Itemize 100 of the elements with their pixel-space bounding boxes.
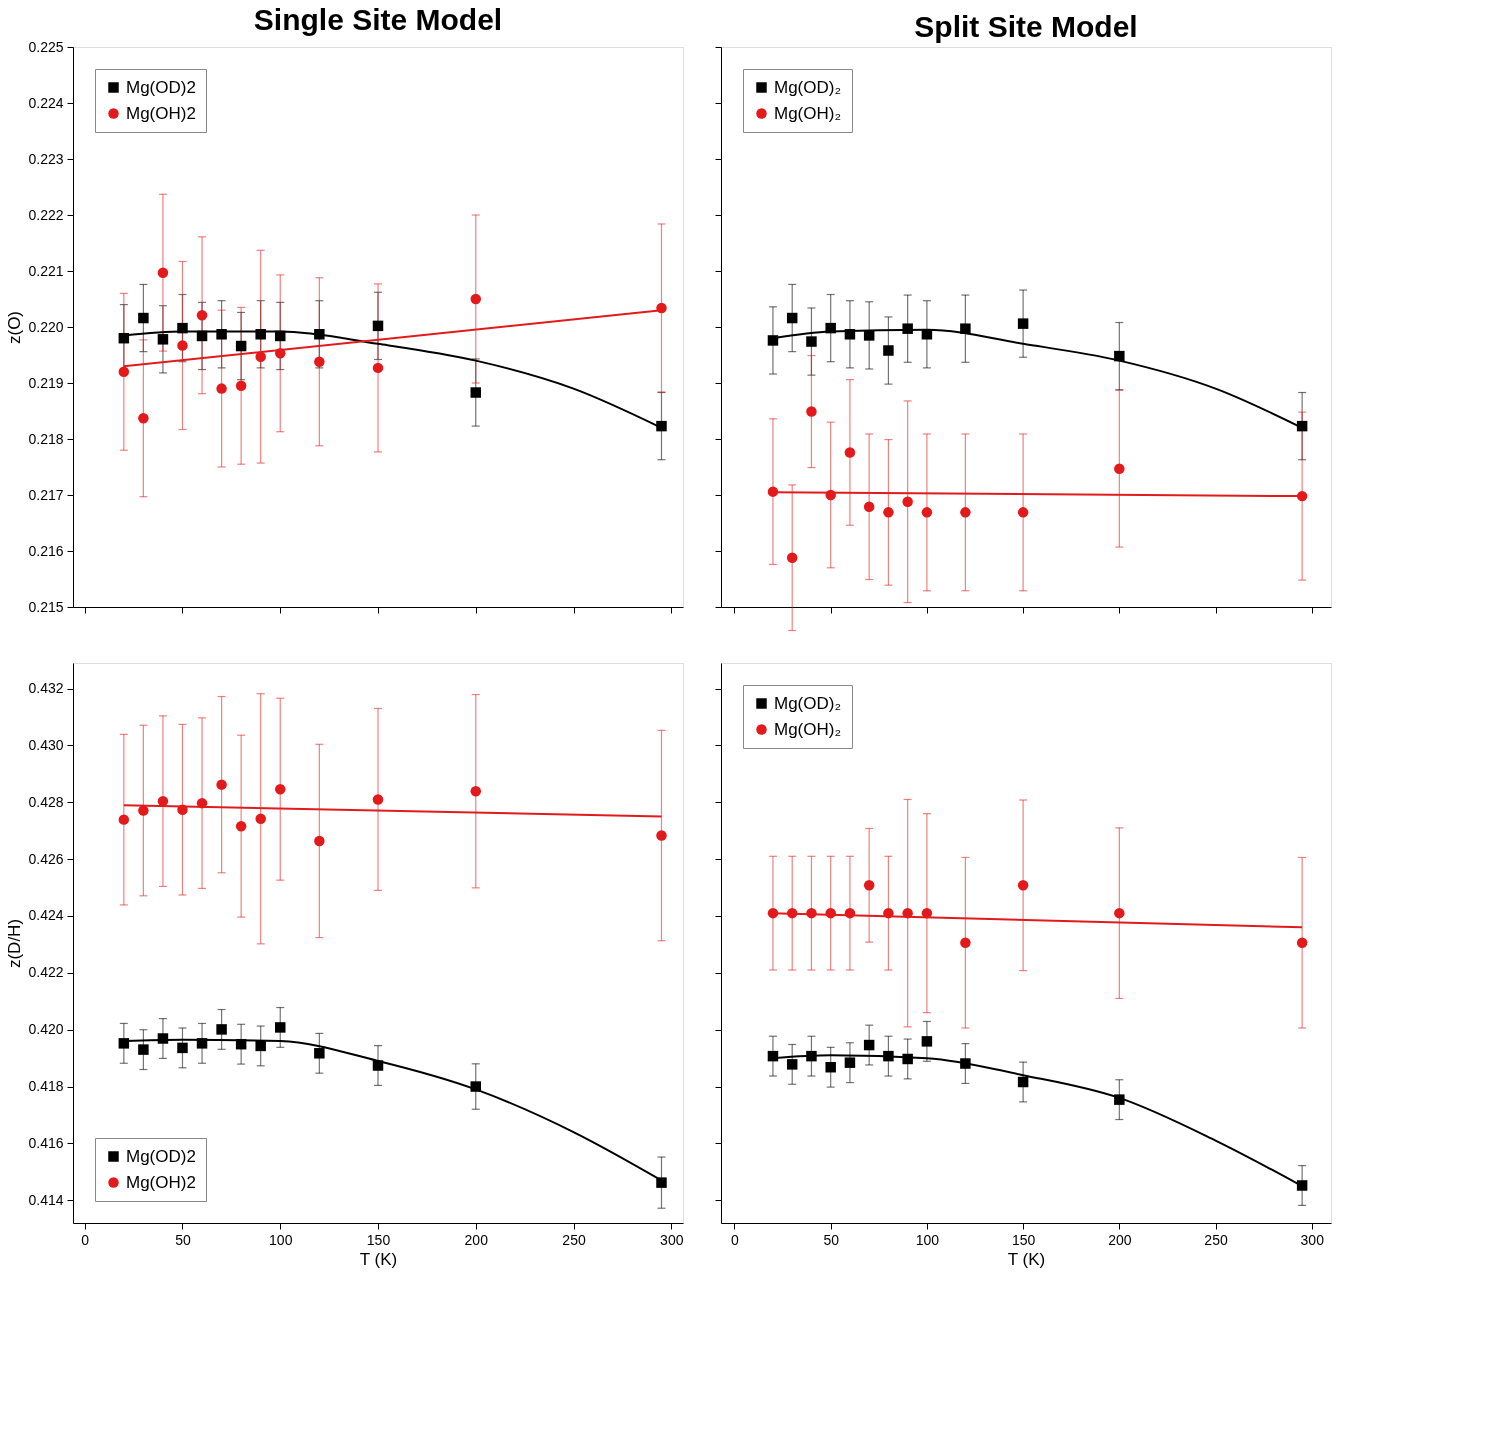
point <box>806 336 817 347</box>
x-tick-label: 200 <box>1108 1231 1132 1248</box>
point <box>138 312 149 324</box>
point <box>255 329 266 340</box>
y-tick-label: 0.420 <box>28 1021 64 1038</box>
point <box>1114 1094 1125 1105</box>
point <box>960 937 971 948</box>
point <box>863 501 875 512</box>
point <box>863 880 875 891</box>
point <box>786 312 798 324</box>
y-tick-label: 0.221 <box>28 262 64 279</box>
point <box>314 1048 325 1059</box>
point <box>216 329 227 340</box>
y-tick-label: 0.416 <box>28 1134 64 1151</box>
point <box>656 830 667 841</box>
legend-label: Mg(OH)₂ <box>774 103 842 123</box>
x-tick-label: 50 <box>823 1231 840 1248</box>
y-axis-title: z(D/H) <box>5 918 25 969</box>
chart-title: Split Site Model <box>914 9 1138 43</box>
y-tick-label: 0.422 <box>28 964 64 981</box>
x-tick-label: 0 <box>81 1231 90 1248</box>
y-tick-label: 0.414 <box>28 1191 64 1208</box>
x-tick-label: 50 <box>175 1231 191 1248</box>
point <box>806 406 817 417</box>
x-tick-label: 250 <box>1204 1231 1228 1248</box>
point <box>470 387 481 398</box>
point <box>863 1039 875 1051</box>
point <box>314 356 325 367</box>
y-tick-label: 0.430 <box>28 736 64 753</box>
point <box>138 805 149 816</box>
point <box>844 447 856 458</box>
point <box>216 1024 227 1035</box>
x-tick-label: 300 <box>1300 1231 1325 1248</box>
point <box>960 1058 971 1069</box>
y-tick-label: 0.222 <box>28 206 64 223</box>
point <box>255 351 266 362</box>
point <box>157 795 169 807</box>
point <box>372 320 384 332</box>
point <box>1017 507 1029 518</box>
point <box>902 496 913 507</box>
point <box>118 1038 130 1049</box>
point <box>235 340 247 352</box>
y-tick-label: 0.217 <box>28 486 64 503</box>
point <box>1017 318 1029 329</box>
point <box>470 293 481 305</box>
y-axis-title: z(O) <box>5 310 25 345</box>
point <box>921 1036 933 1047</box>
point <box>138 1044 149 1055</box>
point <box>177 340 188 351</box>
point <box>196 310 208 321</box>
legend-label: Mg(OD)₂ <box>774 693 842 713</box>
point <box>883 345 894 356</box>
point <box>235 380 247 392</box>
point <box>1114 463 1125 474</box>
y-tick-label: 0.225 <box>28 38 64 55</box>
x-tick-label: 0 <box>731 1231 740 1248</box>
x-axis-title: T (K) <box>359 1249 398 1269</box>
point <box>1114 907 1125 919</box>
legend-label: Mg(OD)2 <box>126 77 196 97</box>
point <box>844 1057 856 1068</box>
point <box>275 783 286 795</box>
point <box>372 794 384 805</box>
point <box>1017 1076 1029 1088</box>
y-tick-label: 0.219 <box>28 374 64 391</box>
point <box>138 413 149 424</box>
point <box>960 507 971 518</box>
point <box>177 1042 188 1054</box>
point <box>118 366 130 378</box>
x-tick-label: 100 <box>915 1231 940 1248</box>
point <box>157 334 169 345</box>
point <box>656 1177 667 1188</box>
point <box>255 813 266 825</box>
point <box>157 267 169 278</box>
y-tick-label: 0.220 <box>28 318 64 335</box>
y-tick-label: 0.218 <box>28 430 64 447</box>
point <box>786 1059 798 1070</box>
point <box>372 362 384 374</box>
legend-label: Mg(OH)₂ <box>774 719 842 739</box>
point <box>921 507 933 518</box>
point <box>1296 937 1308 948</box>
y-tick-label: 0.215 <box>28 598 64 615</box>
point <box>825 1061 836 1073</box>
point <box>1017 880 1029 891</box>
point <box>960 323 971 334</box>
y-tick-label: 0.426 <box>28 850 64 867</box>
y-tick-label: 0.432 <box>28 680 64 697</box>
point <box>786 552 798 563</box>
y-tick-label: 0.216 <box>28 542 64 559</box>
point <box>275 1022 286 1033</box>
point <box>470 785 481 797</box>
point <box>216 383 227 394</box>
legend-label: Mg(OH)2 <box>126 1172 196 1192</box>
point <box>902 323 913 334</box>
x-tick-label: 100 <box>269 1231 293 1248</box>
legend-label: Mg(OD)2 <box>126 1146 196 1166</box>
legend-label: Mg(OD)₂ <box>774 77 842 97</box>
point <box>767 335 779 346</box>
point <box>216 779 227 790</box>
y-tick-label: 0.223 <box>28 150 64 167</box>
x-tick-label: 150 <box>366 1231 391 1248</box>
